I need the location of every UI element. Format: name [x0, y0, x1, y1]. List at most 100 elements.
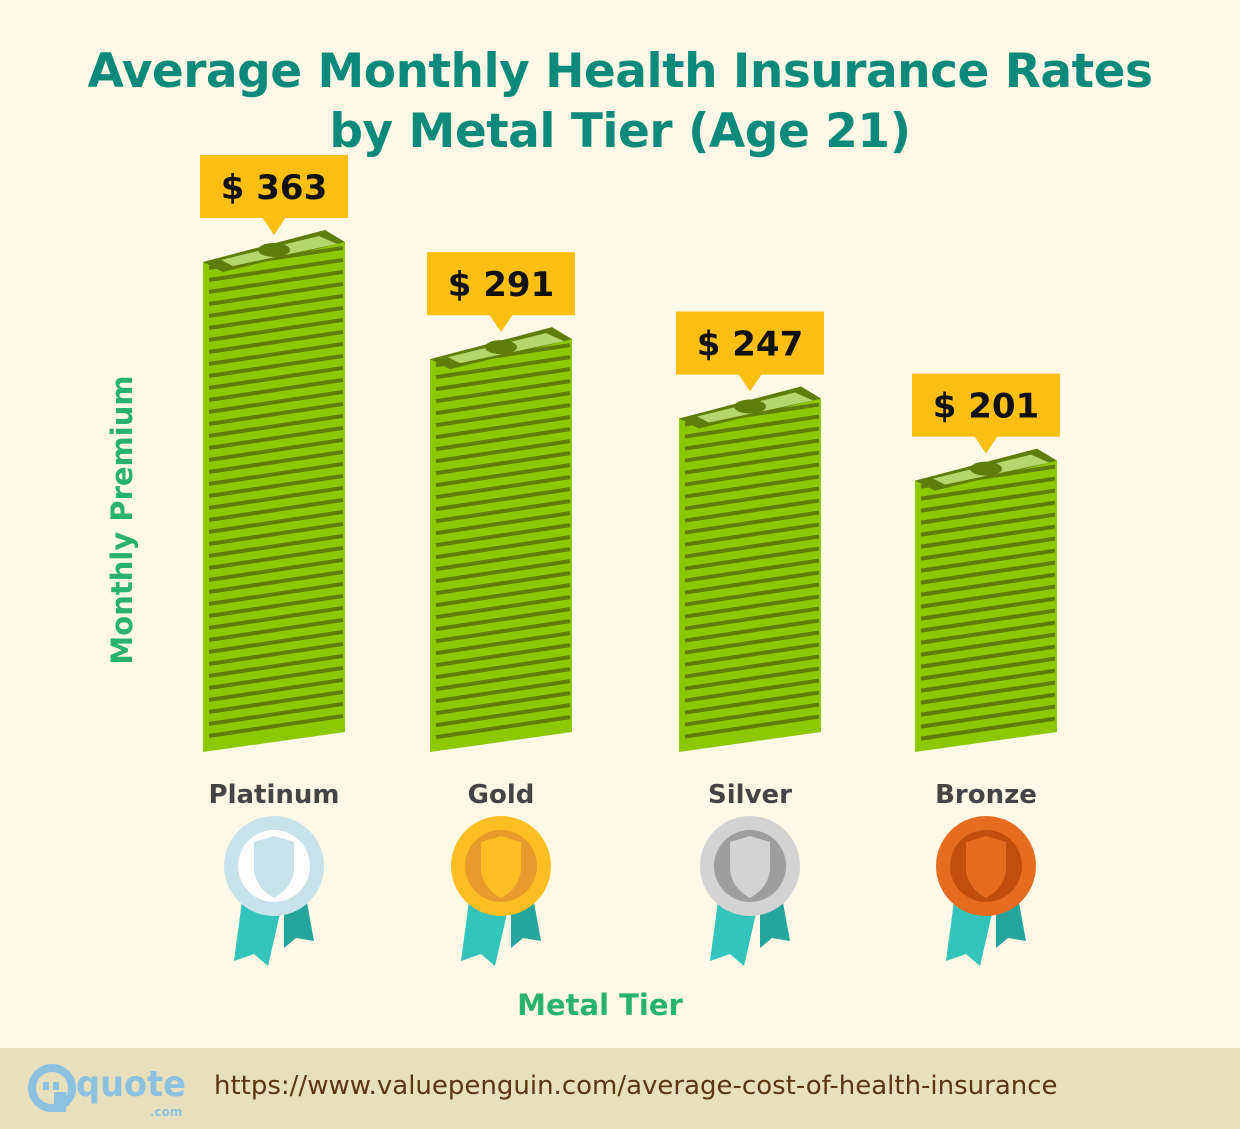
category-label: Gold [468, 780, 535, 810]
bill-edge [208, 425, 344, 450]
bill-edge [435, 595, 571, 620]
bill-edge [920, 548, 1056, 573]
x-axis-label: Metal Tier [517, 988, 683, 1022]
bill-edge [435, 475, 571, 500]
bill-edge [684, 498, 820, 523]
bill-edge [435, 571, 571, 596]
stack-front [679, 398, 821, 752]
dollar-seal-icon [970, 461, 1002, 476]
gold-medal-icon [451, 816, 551, 966]
logo-suffix: .com [150, 1105, 182, 1118]
bill-edge [435, 403, 571, 428]
bill-edge [435, 379, 571, 404]
bill-edge [208, 485, 344, 510]
label-pointer [974, 435, 998, 454]
data-label-bronze: $ 201 [912, 373, 1060, 454]
bill-edge [684, 678, 820, 703]
bill-edge [208, 305, 344, 330]
bill-edge [435, 643, 571, 668]
bill-edge [208, 701, 344, 726]
bill-edge [208, 257, 344, 282]
bill-edge [920, 488, 1056, 513]
bill-edge [208, 641, 344, 666]
quote-logo: quote .com [28, 1064, 186, 1118]
bill-edge [684, 606, 820, 631]
bill-edge [435, 547, 571, 572]
platinum-medal-icon [224, 816, 324, 966]
bill-edge [920, 680, 1056, 705]
shield-icon [730, 836, 770, 898]
bill-edge [208, 569, 344, 594]
label-pointer [489, 314, 513, 333]
bill-edge [208, 401, 344, 426]
bill-edge [684, 510, 820, 535]
bill-edge [684, 618, 820, 643]
bill-edge [208, 461, 344, 486]
bill-edge [208, 449, 344, 474]
label-box [200, 154, 348, 218]
shield-icon [966, 836, 1006, 898]
bill-edge [920, 668, 1056, 693]
bill-edge [208, 413, 344, 438]
bill-edge [208, 509, 344, 534]
category-label: Platinum [209, 780, 340, 810]
bill-edge [208, 533, 344, 558]
label-box [676, 311, 824, 375]
money-stack-bar-gold [430, 327, 572, 752]
chart-title: Average Monthly Health Insurance Rates b… [0, 42, 1240, 162]
bill-edge [920, 692, 1056, 717]
data-label-gold: $ 291 [427, 252, 575, 333]
title-line-1: Average Monthly Health Insurance Rates [87, 44, 1153, 99]
bill-edge [208, 437, 344, 462]
bill-edge [208, 605, 344, 630]
bill-edge [435, 619, 571, 644]
bill-edge [435, 631, 571, 656]
bill-edge [684, 642, 820, 667]
silver-medal-icon [700, 816, 800, 966]
bill-edge [684, 534, 820, 559]
bill-edge [920, 620, 1056, 645]
bill-edge [684, 654, 820, 679]
bill-edge [435, 667, 571, 692]
bill-edge [208, 653, 344, 678]
bill-edge [920, 644, 1056, 669]
bill-edge [208, 665, 344, 690]
bill-edge [920, 716, 1056, 741]
data-label-text: $ 363 [221, 168, 327, 208]
bill-edge [684, 714, 820, 739]
bill-edge [208, 353, 344, 378]
bill-edge [920, 608, 1056, 633]
bill-edge [684, 702, 820, 727]
label-pointer [262, 216, 286, 235]
bill-edge [435, 451, 571, 476]
bill-edge [435, 655, 571, 680]
bill-edge [435, 415, 571, 440]
category-label: Silver [708, 780, 792, 810]
bill-edge [684, 570, 820, 595]
bill-edge [684, 486, 820, 511]
bill-edge [684, 414, 820, 439]
bill-edge [435, 463, 571, 488]
bill-edge [435, 583, 571, 608]
bill-edge [920, 704, 1056, 729]
label-box [427, 252, 575, 316]
bill-edge [208, 713, 344, 738]
label-pointer [738, 373, 762, 392]
bill-edge [684, 666, 820, 691]
bill-edge [435, 559, 571, 584]
chart-area: $ 363 Platinum $ 291 Gold $ 247 Silver $ 201 Br… [200, 154, 1060, 966]
bill-edge [208, 629, 344, 654]
bill-edge [208, 269, 344, 294]
bill-edge [684, 438, 820, 463]
category-label: Bronze [935, 780, 1037, 810]
bill-edge [684, 582, 820, 607]
source-url[interactable]: https://www.valuepenguin.com/average-cos… [214, 1071, 1058, 1101]
money-stack-bar-silver [679, 386, 821, 752]
dollar-seal-icon [485, 340, 517, 355]
data-label-platinum: $ 363 [200, 154, 348, 235]
bill-edge [684, 546, 820, 571]
bill-edge [435, 427, 571, 452]
bill-edge [435, 607, 571, 632]
bill-edge [920, 560, 1056, 585]
bill-edge [920, 524, 1056, 549]
